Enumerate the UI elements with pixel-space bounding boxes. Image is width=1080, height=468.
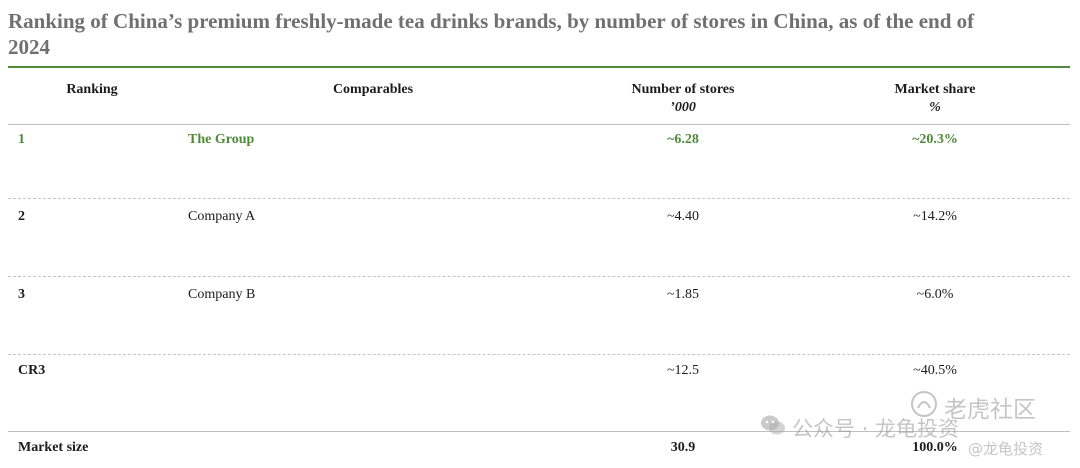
row-share: ~40.5% — [913, 363, 957, 378]
row-company: The Group — [188, 132, 255, 147]
header-number-of-stores: Number of stores — [631, 82, 735, 97]
row-rank: 3 — [18, 287, 25, 302]
row-stores: ~4.40 — [666, 209, 700, 224]
row-company: Company A — [188, 209, 256, 224]
row-rank: 1 — [18, 132, 25, 147]
row-share: 100.0% — [912, 440, 958, 455]
title-rule — [8, 66, 1070, 68]
header-stores-unit: ’000 — [670, 100, 696, 115]
watermark-handle: @龙龟投资 — [968, 440, 1044, 458]
header-ranking: Ranking — [66, 82, 118, 97]
row-divider — [8, 276, 1070, 277]
row-stores: 30.9 — [670, 440, 696, 455]
row-stores: ~6.28 — [667, 132, 699, 147]
row-share: ~20.3% — [912, 132, 958, 147]
total-rule — [8, 431, 1070, 432]
wechat-icon — [761, 415, 785, 435]
row-divider — [8, 198, 1070, 199]
header-market-share: Market share — [894, 82, 976, 97]
row-rank: CR3 — [18, 363, 46, 378]
tiger-logo-icon — [911, 391, 937, 417]
row-divider — [8, 354, 1070, 355]
row-rank: Market size — [18, 440, 89, 455]
row-company: Company B — [188, 287, 256, 302]
header-rule — [8, 124, 1070, 125]
row-rank: 2 — [18, 209, 25, 224]
table-title: Ranking of China’s premium freshly-made … — [8, 9, 975, 59]
row-share: ~6.0% — [916, 287, 954, 302]
header-comparables: Comparables — [332, 82, 414, 97]
watermark-account: 公众号 · 龙龟投资 — [792, 417, 960, 441]
row-stores: ~1.85 — [666, 287, 700, 302]
row-stores: ~12.5 — [666, 363, 700, 378]
watermark-community: 老虎社区 — [944, 397, 1036, 423]
row-share: ~14.2% — [913, 209, 957, 224]
header-share-unit: % — [929, 100, 941, 115]
